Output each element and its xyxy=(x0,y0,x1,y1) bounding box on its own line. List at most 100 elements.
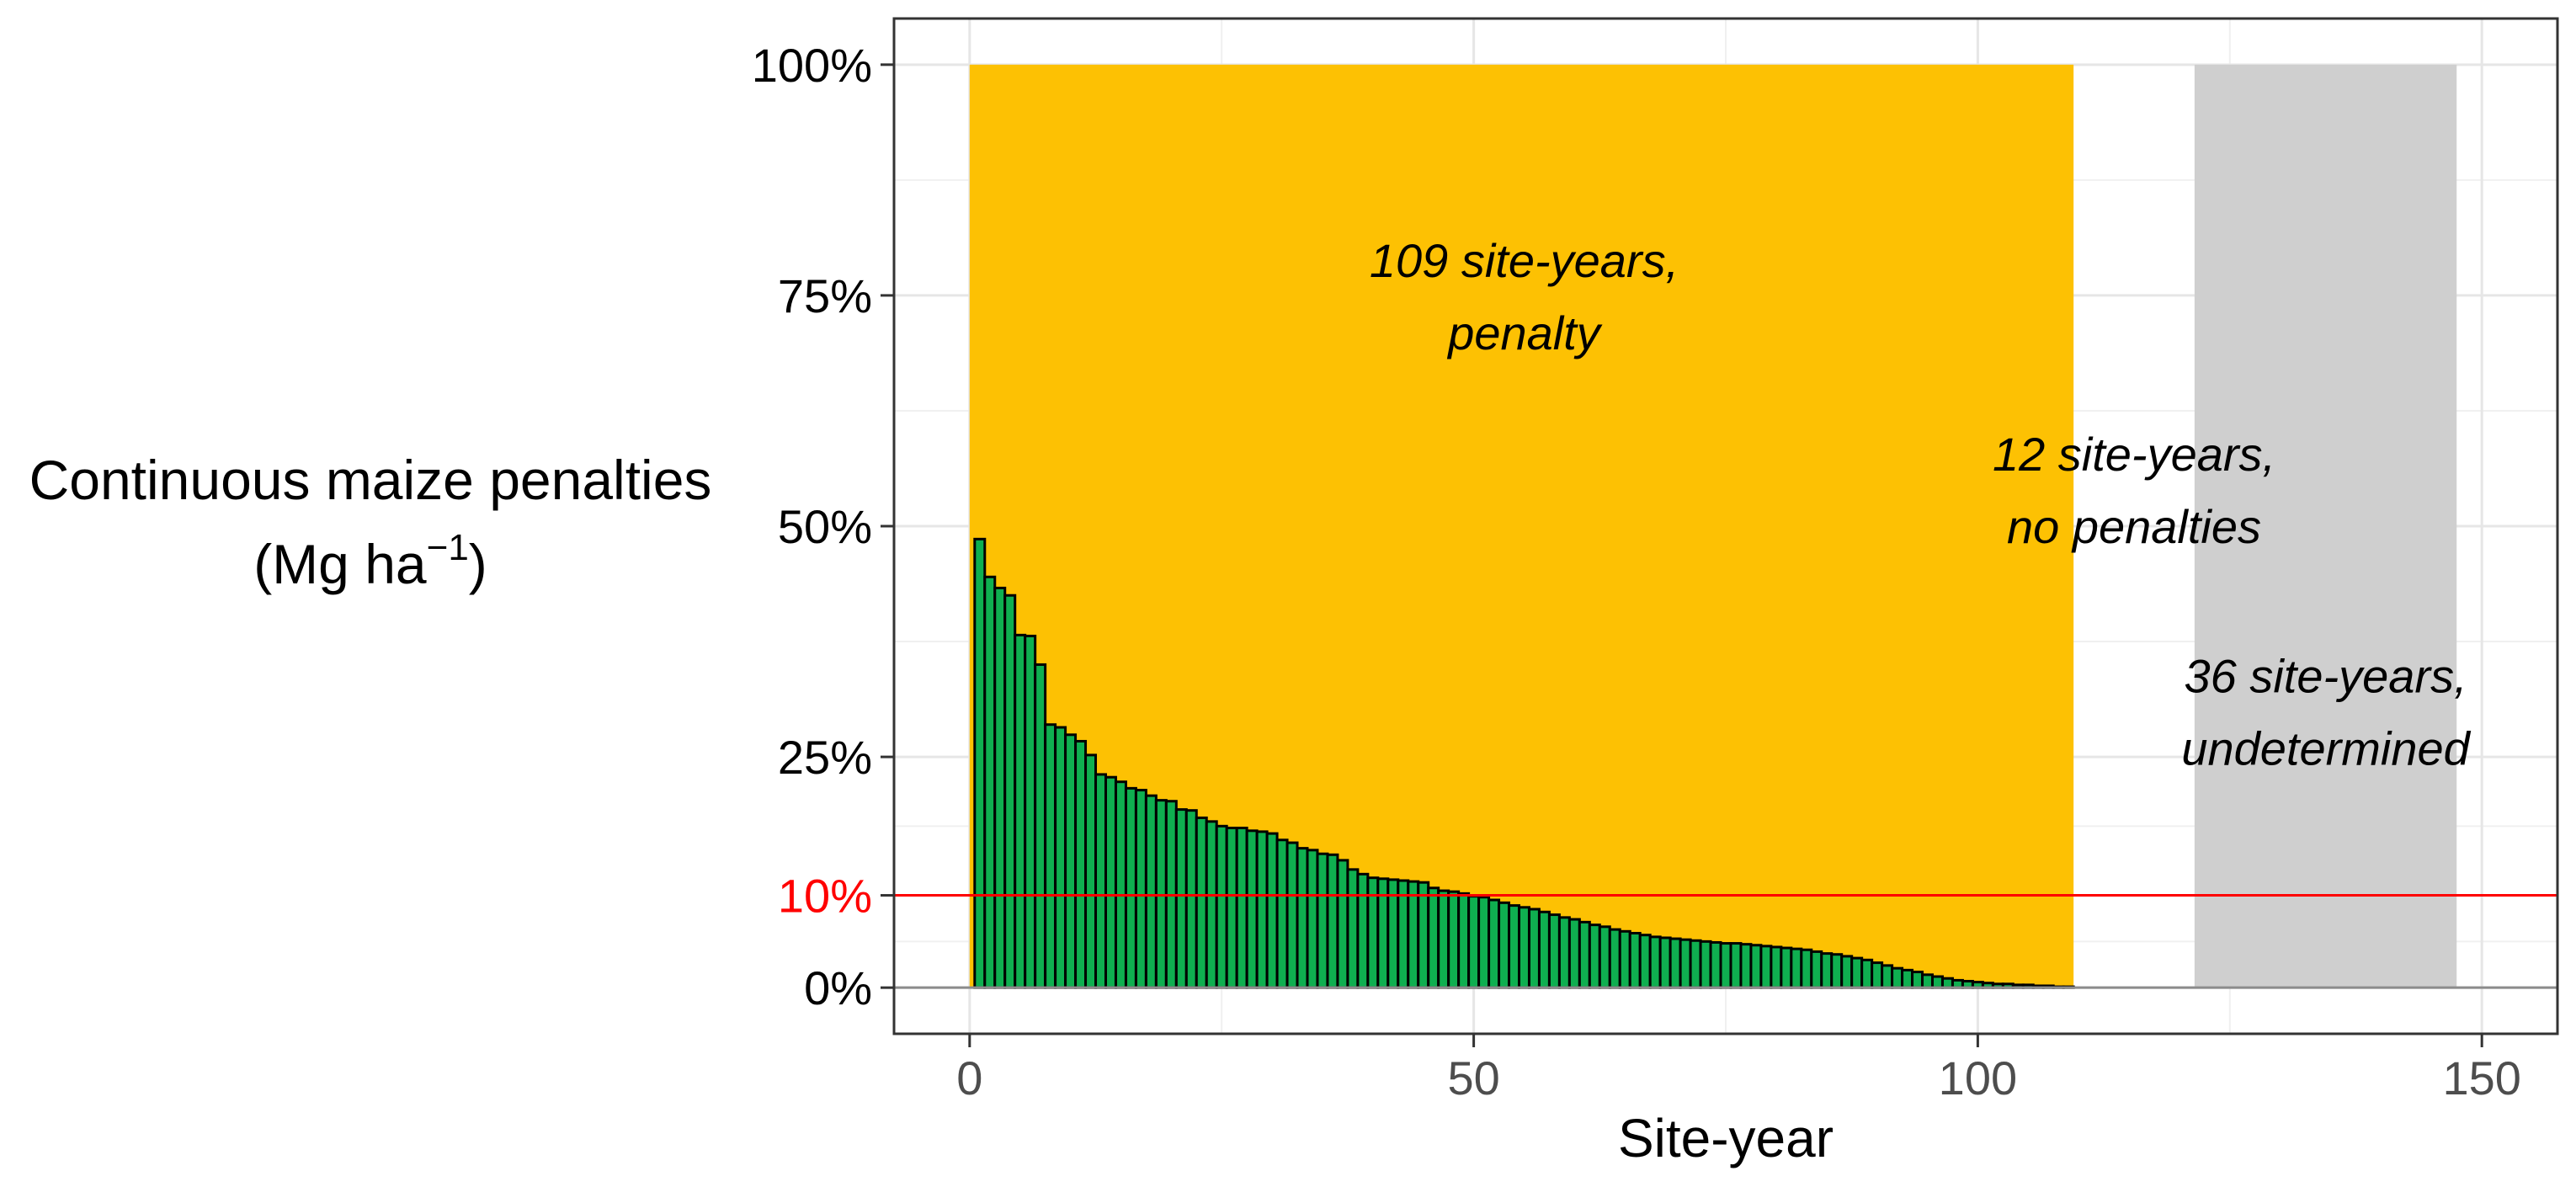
annotation: 109 site-years, penalty xyxy=(1370,234,1679,359)
y-axis-title-close: ) xyxy=(468,533,487,595)
x-axis: 0 50 100 150 xyxy=(956,1034,2521,1104)
bar xyxy=(1427,886,1440,989)
bar xyxy=(1901,968,1914,989)
bar xyxy=(1265,832,1279,989)
x-axis-title: Site-year xyxy=(1618,1108,1834,1168)
bar xyxy=(1195,816,1208,989)
bar xyxy=(1689,939,1702,989)
y-tick-label: 25% xyxy=(778,731,872,784)
y-axis: 0% 10% 25% 50% 75% 100% xyxy=(752,39,894,1014)
bar xyxy=(1871,961,1884,989)
bar xyxy=(1154,799,1168,989)
bar xyxy=(1316,852,1329,989)
annotation-line: 12 site-years, xyxy=(1993,428,2275,481)
bar xyxy=(1225,827,1238,989)
bar xyxy=(1488,898,1501,989)
annotation-line: undetermined xyxy=(2181,721,2471,774)
bar xyxy=(1790,947,1803,989)
bar xyxy=(1397,879,1410,989)
y-tick-label: 50% xyxy=(778,500,872,553)
bar xyxy=(1356,872,1370,989)
bar xyxy=(1477,896,1491,989)
bar xyxy=(1759,945,1773,989)
bar xyxy=(1820,952,1834,989)
bar xyxy=(1780,946,1793,989)
y-tick-label: 100% xyxy=(752,39,872,92)
y-tick-label: 75% xyxy=(778,269,872,322)
bar xyxy=(1608,928,1621,989)
bar xyxy=(1940,977,1954,989)
bar xyxy=(1114,780,1127,989)
bar xyxy=(1184,809,1198,989)
bar xyxy=(1699,939,1712,989)
bar xyxy=(1285,841,1299,989)
bar xyxy=(1174,808,1188,989)
bar xyxy=(1457,892,1471,989)
annotation: 36 site-years, undetermined xyxy=(2181,649,2471,774)
annotation-line: penalty xyxy=(1446,306,1603,359)
annotation-line: no penalties xyxy=(2007,500,2261,553)
bar xyxy=(1064,733,1078,989)
bar xyxy=(1407,880,1420,989)
bar xyxy=(1658,936,1672,989)
bar xyxy=(1326,853,1339,989)
bar xyxy=(1588,924,1601,989)
bar xyxy=(1134,789,1147,989)
annotation: 12 site-years, no penalties xyxy=(1993,428,2275,553)
bar xyxy=(1508,904,1520,989)
bar xyxy=(1205,820,1218,989)
y-tick-label: 0% xyxy=(804,961,872,1014)
x-tick-label: 0 xyxy=(956,1051,982,1104)
bar xyxy=(1638,934,1652,989)
bar xyxy=(983,575,997,989)
bar xyxy=(1578,920,1591,989)
bar xyxy=(1850,956,1864,989)
bar xyxy=(1830,953,1844,989)
annotation-line: 109 site-years, xyxy=(1370,234,1679,287)
bar xyxy=(1547,913,1561,989)
region xyxy=(2194,64,2457,988)
bar xyxy=(1770,945,1783,989)
bar xyxy=(1346,868,1360,989)
bar xyxy=(1044,723,1057,989)
bar xyxy=(1598,925,1611,989)
bar xyxy=(1054,726,1067,989)
bar xyxy=(1003,594,1017,989)
bar xyxy=(1245,829,1259,989)
y-axis-title-exponent: −1 xyxy=(426,527,469,568)
bar xyxy=(1437,889,1450,989)
bar xyxy=(1124,786,1137,989)
bar xyxy=(1104,775,1117,989)
bar xyxy=(1749,944,1763,989)
bar xyxy=(1024,634,1037,989)
x-tick-label: 100 xyxy=(1939,1051,2017,1104)
bar xyxy=(1336,859,1349,989)
bar xyxy=(1255,830,1269,989)
y-axis-title-line2: (Mg ha−1) xyxy=(0,522,741,606)
bar xyxy=(1498,901,1511,989)
bar xyxy=(1557,916,1571,989)
bar xyxy=(1517,906,1530,989)
bar xyxy=(1729,942,1743,989)
bar xyxy=(1679,938,1692,989)
y-axis-title-unit: (Mg ha xyxy=(253,533,427,595)
bar xyxy=(1931,975,1944,989)
bar xyxy=(1537,910,1551,989)
bar xyxy=(1567,918,1581,989)
bar xyxy=(1719,942,1732,989)
bar xyxy=(1669,937,1682,989)
bar xyxy=(1447,890,1461,989)
y-axis-title-line1: Continuous maize penalties xyxy=(29,449,712,511)
bar xyxy=(993,586,1007,989)
bar xyxy=(1094,773,1107,989)
bar xyxy=(1618,929,1631,989)
bar xyxy=(1084,753,1098,989)
bar xyxy=(1810,950,1823,989)
bar xyxy=(1034,663,1047,989)
bar xyxy=(1235,827,1248,989)
bar xyxy=(1074,739,1088,989)
bar xyxy=(1921,973,1935,989)
bar xyxy=(1840,955,1854,989)
x-tick-label: 50 xyxy=(1447,1051,1499,1104)
